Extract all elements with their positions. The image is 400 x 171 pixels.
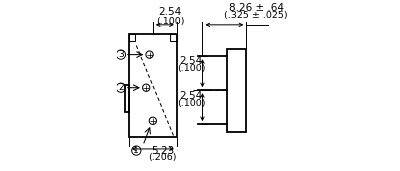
Text: 5.23: 5.23 xyxy=(151,146,174,156)
Text: 3: 3 xyxy=(118,50,124,59)
Text: 8.26 ± .64: 8.26 ± .64 xyxy=(229,3,284,13)
Text: 1: 1 xyxy=(134,146,139,155)
Bar xyxy=(227,49,246,131)
Text: 2.54: 2.54 xyxy=(179,91,202,101)
Text: (.100): (.100) xyxy=(156,17,184,27)
Text: 2.54: 2.54 xyxy=(158,7,182,17)
Text: (.100): (.100) xyxy=(177,64,205,73)
Bar xyxy=(125,85,129,112)
Bar xyxy=(170,34,177,41)
Text: 2: 2 xyxy=(118,83,124,92)
Text: (.325 ± .025): (.325 ± .025) xyxy=(224,11,288,20)
Text: (.100): (.100) xyxy=(177,98,205,108)
Bar xyxy=(129,34,136,41)
Bar xyxy=(129,34,177,136)
Text: 2.54: 2.54 xyxy=(179,56,202,66)
Text: (.206): (.206) xyxy=(148,153,177,162)
